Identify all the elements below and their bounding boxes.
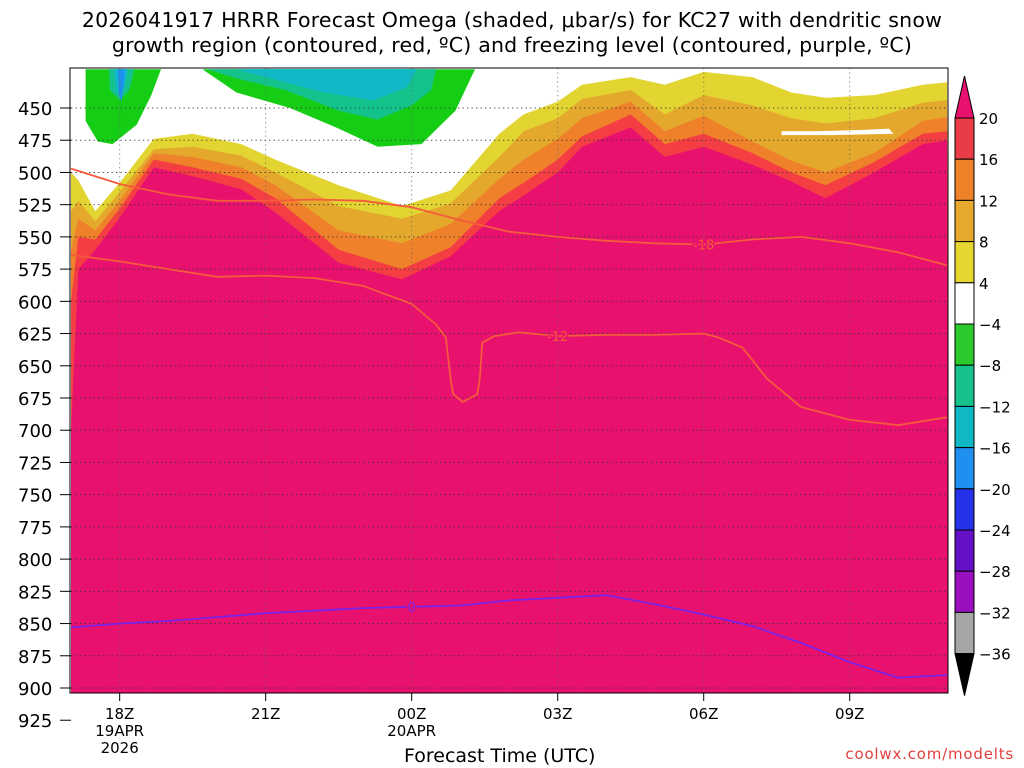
x-tick-label: 09Z	[835, 705, 864, 723]
y-tick-label: 650	[18, 357, 52, 378]
colorbar-label: −16	[979, 440, 1011, 458]
x-tick-label: 18Z	[105, 705, 134, 723]
y-tick-label: 475	[18, 131, 52, 152]
colorbar-cap-bottom	[954, 653, 975, 696]
colorbar-swatch	[954, 488, 975, 531]
colorbar-label: 4	[979, 275, 989, 293]
y-tick-label: 875	[18, 647, 52, 668]
colorbar-swatch	[954, 611, 975, 655]
colorbar: 20 16 12 8 4 −4 −8 −12 −16 −20 −24 −28 −32 −36	[954, 75, 1011, 696]
y-tick-label: 625	[18, 325, 52, 346]
colorbar-swatch	[954, 158, 975, 201]
y-tick-label: 500	[18, 163, 52, 184]
colorbar-swatch	[954, 117, 975, 160]
x-tick-label: 00Z	[397, 705, 426, 723]
y-tick-label: 675	[18, 389, 52, 410]
omega-negative-region	[640, 69, 685, 83]
y-tick-label: 550	[18, 228, 52, 249]
y-tick-label: 775	[18, 518, 52, 539]
x-tick-label: 21Z	[251, 705, 280, 723]
freezing-level-contour	[70, 594, 948, 679]
y-tick-label: 925	[18, 711, 52, 732]
y-tick-label: 900	[18, 679, 52, 700]
colorbar-swatch	[954, 529, 975, 572]
colorbar-label: −24	[979, 522, 1011, 540]
omega-negative-region	[236, 69, 417, 101]
x-tick-label: 06Z	[689, 705, 718, 723]
chart-title: 2026041917 HRRR Forecast Omega (shaded, …	[0, 8, 1024, 58]
y-tick-label: 450	[18, 99, 52, 120]
colorbar-swatch	[954, 405, 975, 449]
colorbar-swatch	[954, 282, 975, 325]
y-axis: 450 475 500 525 550 575 600 625 650 675 700 725 750 7…	[18, 99, 71, 732]
colorbar-label: 20	[979, 110, 998, 128]
y-tick-label: 600	[18, 292, 52, 313]
dgz-contour--12-label: -12	[547, 330, 568, 345]
colorbar-swatch	[954, 199, 975, 243]
colorbar-label: −8	[979, 357, 1001, 375]
freezing-level-contour-label: 0	[408, 601, 416, 616]
ground-gap	[864, 717, 900, 719]
x-axis-title: Forecast Time (UTC)	[404, 745, 596, 767]
plot-frame	[69, 67, 949, 694]
colorbar-swatch	[954, 364, 975, 407]
colorbar-label: −32	[979, 604, 1011, 622]
colorbar-cap-top	[954, 75, 975, 119]
colorbar-label: −4	[979, 316, 1001, 334]
y-tick-label: 525	[18, 196, 52, 217]
y-tick-label: 725	[18, 453, 52, 474]
omega-negative-region	[781, 128, 894, 136]
colorbar-swatch	[954, 447, 975, 490]
dgz-contour--12	[70, 254, 948, 427]
temperature-contours	[70, 167, 948, 679]
colorbar-label: −20	[979, 481, 1011, 499]
colorbar-label: −12	[979, 398, 1011, 416]
dgz-contour--18-label: -18	[693, 239, 714, 254]
x-tick-label: 03Z	[543, 705, 572, 723]
colorbar-label: 8	[979, 234, 989, 252]
omega-shading	[71, 69, 948, 719]
colorbar-swatch	[954, 570, 975, 613]
x-tick-date: 19APR	[95, 722, 144, 740]
y-tick-label: 700	[18, 421, 52, 442]
y-tick-label: 575	[18, 260, 52, 281]
x-tick-year: 2026	[101, 739, 139, 757]
colorbar-label: −28	[979, 563, 1011, 581]
y-tick-label: 750	[18, 486, 52, 507]
colorbar-label: 12	[979, 192, 998, 210]
y-tick-label: 800	[18, 550, 52, 571]
chart-title-line-1: 2026041917 HRRR Forecast Omega (shaded, …	[81, 8, 943, 32]
grid-lines	[71, 68, 948, 693]
y-tick-label: 825	[18, 582, 52, 603]
x-tick-date: 20APR	[387, 722, 436, 740]
colorbar-swatch	[954, 323, 975, 366]
omega-negative-region	[85, 69, 161, 145]
colorbar-swatch	[954, 241, 975, 284]
colorbar-label: −36	[979, 646, 1011, 664]
colorbar-label: 16	[979, 151, 998, 169]
watermark-link[interactable]: coolwx.com/modelts	[845, 745, 1014, 763]
chart-title-line-2: growth region (contoured, red, ºC) and f…	[111, 33, 913, 57]
y-tick-label: 850	[18, 615, 52, 636]
dgz-contour--18	[70, 167, 948, 267]
contour-labels: -18 -12 0	[406, 237, 716, 617]
